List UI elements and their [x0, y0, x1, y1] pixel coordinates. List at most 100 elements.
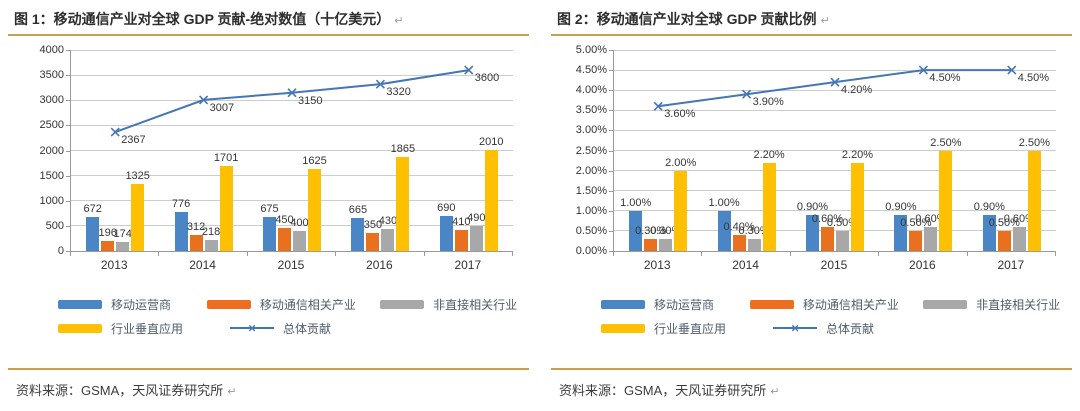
- gridline: [614, 230, 1056, 232]
- y-tick-label: 3.50%: [575, 104, 607, 117]
- bar-2017-s2: [469, 226, 483, 251]
- gridline: [71, 74, 513, 76]
- legend-label: 总体贡献: [826, 321, 875, 336]
- line-x-marker: [653, 101, 663, 111]
- y-tick-label: 1.00%: [575, 204, 607, 217]
- bar-2016-s1: [909, 230, 923, 251]
- legend-label: 非直接相关行业: [976, 297, 1061, 312]
- return-mark: ↵: [820, 15, 830, 27]
- bar-2013-s1: [644, 238, 658, 251]
- bar-data-label: 665: [348, 203, 368, 216]
- line-data-label: 3320: [386, 86, 411, 99]
- gray-swatch-icon: [380, 299, 425, 309]
- y-tick-label: 3500: [39, 69, 64, 82]
- figure-1-title-text: 图 1：移动通信产业对全球 GDP 贡献-绝对数值（十亿美元）: [14, 11, 391, 27]
- y-tick-label: 4.50%: [575, 64, 607, 77]
- legend-label: 移动通信相关产业: [259, 297, 356, 312]
- chart-2-area: 1.00% 1.00% 0.90% 0.90% 0.90% 0.30% 0.40% 0.60%…: [551, 40, 1072, 282]
- bar-data-label: 400: [290, 216, 309, 229]
- bar-2014-s0: [174, 212, 188, 251]
- gray-swatch-icon: [923, 299, 968, 309]
- return-mark: ↵: [227, 386, 237, 398]
- gridline: [614, 129, 1056, 131]
- y-tick-mark: [609, 251, 613, 252]
- bar-2014-s2: [747, 238, 761, 251]
- bar-2014-s1: [189, 235, 203, 251]
- line-marker-icon: [773, 327, 817, 329]
- bar-2017-s1: [454, 230, 468, 251]
- bar-2014-s2: [204, 240, 218, 251]
- x-tick-label: 2013: [100, 258, 128, 272]
- bar-data-label: 0.30%: [738, 224, 770, 237]
- bar-2014-s3: [762, 162, 776, 251]
- x-tick-label: 2017: [997, 258, 1025, 272]
- bar-data-label: 430: [378, 215, 398, 228]
- bar-2013-s2: [659, 238, 673, 251]
- bar-data-label: 1.00%: [620, 196, 652, 209]
- x-tick-mark: [701, 252, 703, 256]
- bar-data-label: 0.40%: [723, 220, 755, 233]
- bar-data-label: 2.50%: [930, 136, 962, 149]
- line-data-label: 4.50%: [929, 72, 961, 85]
- figure-2-title: 图 2：移动通信产业对全球 GDP 贡献比例 ↵: [551, 0, 1072, 36]
- gridline: [614, 190, 1056, 192]
- yellow-swatch-icon: [58, 323, 102, 333]
- bar-data-label: 672: [83, 203, 102, 216]
- legend-item-related-industry: 移动通信相关产业: [749, 296, 923, 313]
- bar-2015-s3: [308, 169, 321, 251]
- line-data-label: 3150: [298, 94, 323, 107]
- bar-2016-s1: [366, 233, 380, 251]
- total-contribution-line: [653, 65, 1017, 111]
- bar-data-label: 2.20%: [753, 148, 785, 161]
- y-tick-mark: [609, 190, 613, 192]
- gridline: [614, 150, 1056, 151]
- figure-2-title-text: 图 2：移动通信产业对全球 GDP 贡献比例: [557, 11, 817, 27]
- bar-data-label: 218: [201, 226, 221, 239]
- bar-2013-s0: [86, 217, 100, 251]
- bar-data-label: 174: [113, 228, 132, 241]
- y-tick-label: 4.00%: [575, 84, 607, 97]
- bar-data-label: 1865: [390, 143, 416, 156]
- bar-2014-s1: [732, 234, 746, 251]
- source-text: 资料来源：GSMA，天风证券研究所: [16, 383, 224, 398]
- x-tick-mark: [1055, 252, 1056, 256]
- gridline: [71, 124, 513, 126]
- bar-data-label: 0.90%: [973, 200, 1005, 213]
- bar-2014-s0: [717, 210, 731, 251]
- bar-2017-s3: [1027, 150, 1041, 251]
- y-tick-label: 2.00%: [575, 164, 607, 177]
- return-mark: ↵: [770, 386, 780, 398]
- gridline: [614, 69, 1056, 71]
- bar-2013-s3: [131, 184, 145, 251]
- line-data-label: 3600: [474, 72, 500, 85]
- legend-row: 移动运营商 移动通信相关产业 非直接相关行业: [601, 292, 1072, 316]
- figure-1-title: 图 1：移动通信产业对全球 GDP 贡献-绝对数值（十亿美元） ↵: [8, 0, 529, 36]
- bar-2016-s2: [381, 229, 395, 251]
- figure-panel-1: 图 1：移动通信产业对全球 GDP 贡献-绝对数值（十亿美元） ↵ 672 776 6…: [8, 0, 529, 411]
- chart-2-legend: 移动运营商 移动通信相关产业 非直接相关行业 行业垂直应用 总体贡献: [551, 292, 1072, 340]
- line-x-marker: [287, 88, 297, 98]
- y-tick-label: 1500: [39, 169, 64, 182]
- y-tick-label: 3.00%: [575, 124, 607, 137]
- gridline: [71, 99, 513, 101]
- bar-2015-s2: [293, 230, 306, 251]
- gridline: [614, 89, 1056, 91]
- y-tick-mark: [609, 210, 613, 212]
- x-tick-label: 2015: [820, 258, 848, 272]
- bar-data-label: 690: [437, 202, 456, 215]
- blue-swatch-icon: [601, 299, 645, 309]
- bar-data-label: 0.50%: [988, 216, 1020, 229]
- y-tick-mark: [66, 251, 70, 252]
- y-tick-mark: [609, 50, 613, 51]
- y-tick-mark: [66, 225, 70, 227]
- x-tick-label: 2016: [366, 258, 393, 272]
- y-tick-mark: [609, 70, 613, 72]
- legend-label: 总体贡献: [283, 321, 332, 336]
- y-tick-mark: [609, 230, 613, 232]
- y-tick-mark: [66, 50, 70, 51]
- y-tick-label: 0: [57, 245, 64, 257]
- y-tick-label: 1000: [39, 194, 64, 207]
- bar-2013-s3: [674, 170, 688, 251]
- legend-label: 非直接相关行业: [433, 297, 518, 312]
- line-x-marker: [464, 65, 474, 75]
